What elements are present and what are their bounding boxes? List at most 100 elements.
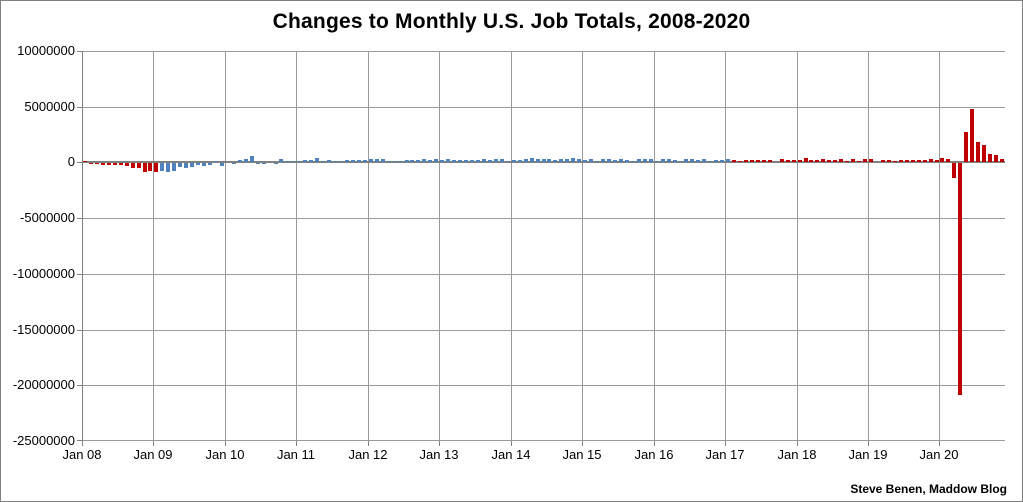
bar-2008-09 [131,163,135,168]
bar-2014-11 [571,158,575,162]
bar-2018-08 [839,159,843,162]
x-tick-label: Jan 12 [348,447,388,462]
bar-2011-05 [321,161,325,162]
x-axis-tick [225,441,226,446]
bar-2016-03 [667,159,671,162]
bar-2012-02 [375,159,379,162]
zero-axis-line [82,161,1005,163]
bar-2010-04 [244,159,248,162]
plot-area [82,51,1005,441]
bar-2020-01 [940,158,944,162]
bar-2011-04 [315,158,319,162]
bar-2011-07 [333,161,337,162]
bar-2017-01 [726,159,730,162]
bar-2020-06 [970,109,974,162]
bar-2016-06 [684,159,688,162]
bar-2014-01 [512,160,516,162]
bar-2019-09 [917,160,921,162]
bar-2010-09 [274,163,278,164]
y-axis-line [82,51,83,441]
bar-2012-07 [405,160,409,162]
bar-2019-12 [935,160,939,162]
bar-2018-06 [827,160,831,162]
bar-2018-01 [798,160,802,162]
bar-2008-08 [125,163,129,166]
bar-2008-01 [83,161,87,162]
x-tick-label: Jan 15 [562,447,602,462]
bar-2020-09 [988,154,992,162]
v-gridline [439,51,440,441]
x-tick-label: Jan 20 [919,447,959,462]
x-axis-tick [868,441,869,446]
bar-2009-11 [214,161,218,162]
bar-2018-03 [809,160,813,162]
bar-2012-06 [399,161,403,162]
bar-2013-02 [446,159,450,162]
bar-2019-06 [899,160,903,162]
bar-2012-09 [416,160,420,162]
bar-2017-10 [780,159,784,162]
bar-2015-11 [643,159,647,162]
v-gridline [939,51,940,441]
x-tick-label: Jan 11 [276,447,316,462]
v-gridline [368,51,369,441]
bar-2015-07 [619,159,623,162]
bar-2009-05 [178,163,182,167]
x-axis-tick [439,441,440,446]
bar-2012-08 [410,160,414,162]
bar-2015-04 [601,159,605,162]
bar-2017-07 [762,160,766,162]
bar-2017-08 [768,160,772,162]
bar-2013-09 [488,160,492,162]
bar-2014-09 [559,159,563,162]
bar-2020-10 [994,155,998,162]
bar-2013-04 [458,160,462,162]
y-tick-label: -15000000 [12,322,75,337]
y-tick-label: 10000000 [17,43,75,58]
bar-2018-11 [857,161,861,162]
bar-2019-11 [929,159,933,162]
y-tick-label: 0 [67,154,75,169]
y-axis-tick [77,385,82,386]
y-tick-label: -10000000 [12,266,75,281]
bar-2015-02 [589,159,593,162]
bar-2013-03 [452,160,456,162]
v-gridline [797,51,798,441]
bar-2019-01 [869,159,873,162]
bar-2016-09 [702,159,706,162]
x-tick-label: Jan 16 [634,447,674,462]
x-tick-label: Jan 09 [133,447,173,462]
bar-2017-11 [786,160,790,162]
bar-2015-09 [631,161,635,162]
bar-2008-07 [119,163,123,165]
attribution: Steve Benen, Maddow Blog [850,482,1007,496]
bar-2019-10 [923,160,927,162]
v-gridline [225,51,226,441]
bar-2012-05 [393,161,397,162]
h-gridline [82,440,1005,441]
bar-2009-10 [208,163,212,165]
bar-2018-05 [821,159,825,162]
bar-2012-12 [434,159,438,162]
bar-2019-07 [905,160,909,162]
bar-2012-01 [369,159,373,162]
chart-title: Changes to Monthly U.S. Job Totals, 2008… [272,10,751,33]
h-gridline [82,274,1005,275]
v-gridline [511,51,512,441]
bar-2013-05 [464,160,468,162]
y-tick-label: 5000000 [24,99,75,114]
y-axis-tick [77,274,82,275]
bar-2020-07 [976,142,980,162]
bar-2017-04 [744,160,748,162]
bar-2008-10 [137,163,141,168]
bar-2008-06 [113,163,117,165]
bar-2008-04 [101,163,105,165]
bar-2014-10 [565,159,569,162]
v-gridline [654,51,655,441]
bar-2009-02 [160,163,164,171]
bar-2016-02 [661,159,665,162]
bar-2014-04 [530,158,534,162]
y-axis-tick [77,162,82,163]
y-tick-label: -25000000 [12,433,75,448]
bar-2011-03 [309,160,313,162]
